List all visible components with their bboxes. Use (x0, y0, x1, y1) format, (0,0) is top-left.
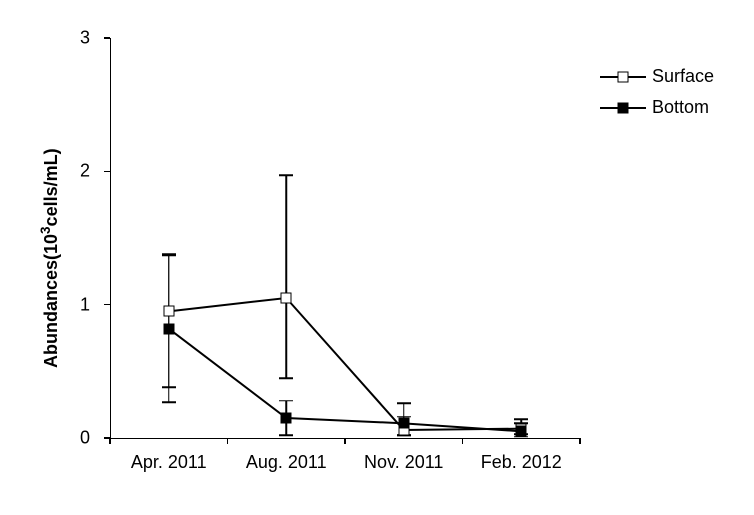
marker-bottom (398, 418, 409, 429)
abundance-chart: Abundances(103cells/mL) SurfaceBottom 01… (0, 0, 754, 515)
error-cap (279, 377, 293, 379)
series-line-surface (169, 298, 522, 430)
error-cap (162, 401, 176, 403)
marker-bottom (163, 323, 174, 334)
error-bar (286, 175, 288, 378)
error-cap (279, 435, 293, 437)
marker-surface (281, 293, 292, 304)
marker-bottom (516, 426, 527, 437)
error-cap (279, 175, 293, 177)
series-lines (0, 0, 754, 515)
marker-surface (163, 306, 174, 317)
error-cap (279, 400, 293, 402)
marker-bottom (281, 413, 292, 424)
error-cap (397, 403, 411, 405)
series-line-bottom (169, 329, 522, 432)
error-cap (162, 255, 176, 257)
error-cap (514, 419, 528, 421)
